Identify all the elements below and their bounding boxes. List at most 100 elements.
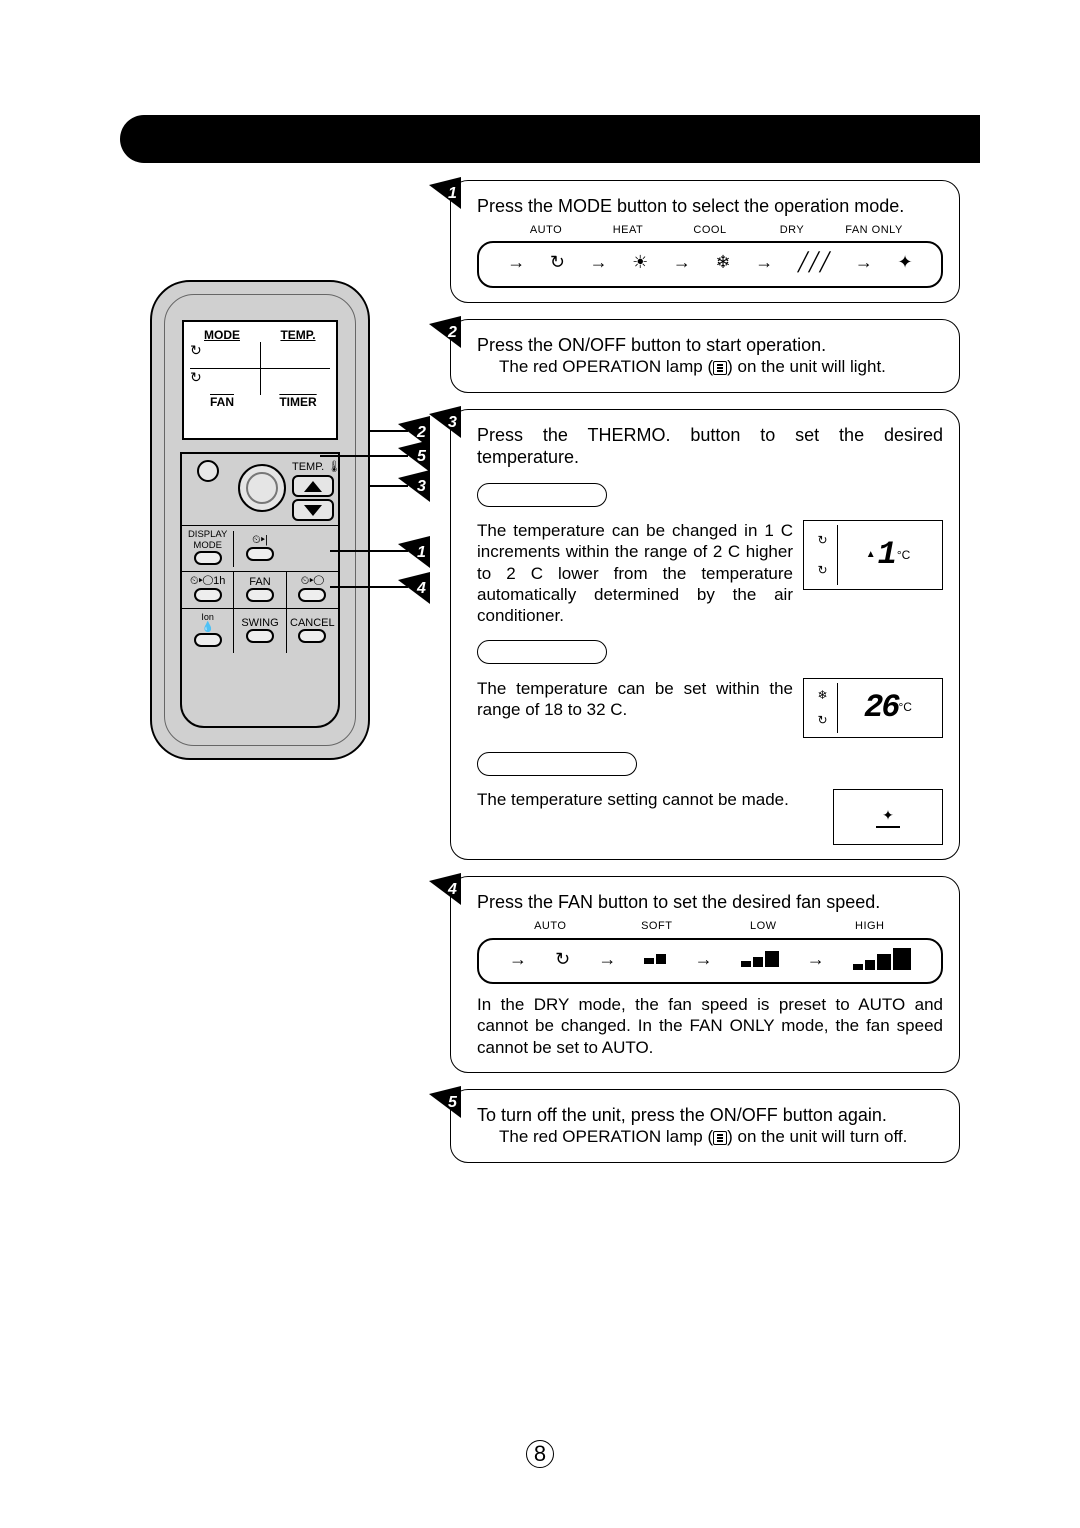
leader-line xyxy=(330,550,408,552)
swing-button[interactable] xyxy=(246,629,274,643)
cancel-button[interactable] xyxy=(298,629,326,643)
fan-button[interactable] xyxy=(246,588,274,602)
step-4-note: In the DRY mode, the fan speed is preset… xyxy=(477,994,943,1058)
mode-label-heat: HEAT xyxy=(587,224,669,238)
fan-high-icon xyxy=(853,948,911,970)
mode-label-cool: COOL xyxy=(669,224,751,238)
step-3: 3 Press the THERMO. button to set the de… xyxy=(450,409,960,861)
thermo-dial[interactable] xyxy=(238,464,286,512)
leader-line xyxy=(320,455,408,457)
ion-button[interactable] xyxy=(194,633,222,647)
auto-icon: ↻ xyxy=(555,948,570,971)
temp-arrow-label: TEMP. 🌡 xyxy=(292,460,348,473)
step-2: 2 Press the ON/OFF button to start opera… xyxy=(450,319,960,393)
step-3-text: Press the THERMO. button to set the desi… xyxy=(477,424,943,469)
step-5-text: To turn off the unit, press the ON/OFF b… xyxy=(477,1104,943,1127)
remote-button-panel: TEMP. 🌡 DISPLAY MODE ⏲▸| xyxy=(180,452,340,728)
temp-up-button[interactable] xyxy=(292,475,334,497)
heat-icon: ☀ xyxy=(632,251,648,274)
step-5-sub: The red OPERATION lamp () on the unit wi… xyxy=(477,1126,943,1147)
svg-text:2: 2 xyxy=(416,424,426,441)
dry-icon: ╱╱╱ xyxy=(798,251,831,274)
onoff-button[interactable] xyxy=(197,460,219,482)
ion-label: Ion xyxy=(182,612,233,622)
speed-label-soft: SOFT xyxy=(604,920,711,934)
cool-disp-unit: °C xyxy=(898,700,911,715)
auto-disp-unit: °C xyxy=(897,548,910,563)
timer-on-button[interactable] xyxy=(246,547,274,561)
leader-line xyxy=(330,586,408,588)
lamp-icon xyxy=(713,361,727,375)
lcd-label-temp: TEMP. xyxy=(260,328,336,342)
mode-label-fanonly: FAN ONLY xyxy=(833,224,915,238)
section-header-bar xyxy=(120,115,980,163)
svg-text:3: 3 xyxy=(417,478,426,495)
fan-icon: ✦ xyxy=(882,807,894,825)
speed-label-low: LOW xyxy=(710,920,817,934)
svg-text:5: 5 xyxy=(417,448,427,465)
svg-text:2: 2 xyxy=(447,324,457,341)
steps-column: 1 Press the MODE button to select the op… xyxy=(450,180,960,1179)
svg-text:5: 5 xyxy=(448,1094,458,1111)
display-mode-button[interactable] xyxy=(194,551,222,565)
marker-5: 5 xyxy=(429,1086,461,1118)
temp-down-button[interactable] xyxy=(292,499,334,521)
mode-label-dry: DRY xyxy=(751,224,833,238)
step-4: 4 Press the FAN button to set the desire… xyxy=(450,876,960,1073)
page-number: 8 xyxy=(0,1440,1080,1468)
svg-text:1: 1 xyxy=(448,185,457,202)
display-mode-label: DISPLAY MODE xyxy=(182,529,233,551)
lcd-label-timer: TIMER xyxy=(260,395,336,409)
one-h-label: ⏲▸◯1h xyxy=(182,575,233,588)
svg-text:4: 4 xyxy=(447,881,457,898)
fan-cycle-diagram: →↻ → → → xyxy=(477,938,943,985)
svg-text:3: 3 xyxy=(448,414,457,431)
auto-icon: ↻ xyxy=(550,251,565,274)
marker-5-side: 5 xyxy=(398,440,430,472)
cycle-icon: ↻ xyxy=(184,342,202,358)
step-1: 1 Press the MODE button to select the op… xyxy=(450,180,960,303)
step-5: 5 To turn off the unit, press the ON/OFF… xyxy=(450,1089,960,1163)
auto-display: ↻↻ ▲ 1 °C xyxy=(803,520,943,590)
coolheatdry-pill xyxy=(477,640,607,664)
timer-on-label: ⏲▸| xyxy=(234,534,285,547)
fan-soft-icon xyxy=(644,954,666,964)
step-4-text: Press the FAN button to set the desired … xyxy=(477,891,943,914)
marker-2: 2 xyxy=(429,316,461,348)
cool-display: ❄↻ 26 °C xyxy=(803,678,943,738)
fan-icon: ✦ xyxy=(897,251,912,274)
marker-1-side: 1 xyxy=(398,536,430,568)
svg-text:4: 4 xyxy=(416,580,426,597)
lamp-icon xyxy=(713,1131,727,1145)
step-2-sub: The red OPERATION lamp () on the unit wi… xyxy=(477,356,943,377)
cancel-label: CANCEL xyxy=(287,617,338,629)
auto-pill xyxy=(477,483,607,507)
timer-off-button[interactable] xyxy=(298,588,326,602)
marker-4-side: 4 xyxy=(398,572,430,604)
cycle-icon: ↻ xyxy=(184,369,202,385)
page: MODE TEMP. ↻ ↻ FAN TIMER xyxy=(0,0,1080,1528)
step-2-text: Press the ON/OFF button to start operati… xyxy=(477,334,943,357)
remote-illustration: MODE TEMP. ↻ ↻ FAN TIMER xyxy=(150,280,370,760)
marker-1: 1 xyxy=(429,177,461,209)
speed-label-auto: AUTO xyxy=(497,920,604,934)
marker-3-side: 3 xyxy=(398,470,430,502)
lcd-label-fan: FAN xyxy=(184,395,260,409)
mode-label-auto: AUTO xyxy=(505,224,587,238)
marker-3: 3 xyxy=(429,406,461,438)
swing-label: SWING xyxy=(234,617,285,629)
remote-lcd: MODE TEMP. ↻ ↻ FAN TIMER xyxy=(182,320,338,440)
svg-text:1: 1 xyxy=(417,544,426,561)
fan-btn-label: FAN xyxy=(234,576,285,588)
step-1-text: Press the MODE button to select the oper… xyxy=(477,195,943,218)
cool-disp-value: 26 xyxy=(864,688,898,728)
lcd-label-mode: MODE xyxy=(184,328,260,342)
cool-icon: ❄ xyxy=(716,251,731,274)
fan-display: ✦ xyxy=(833,789,943,845)
fan-low-icon xyxy=(741,951,779,967)
speed-label-high: HIGH xyxy=(817,920,924,934)
fanonly-pill xyxy=(477,752,637,776)
mode-cycle-diagram: →↻ →☀ →❄ →╱╱╱ →✦ xyxy=(477,241,943,288)
one-h-button[interactable] xyxy=(194,588,222,602)
marker-4: 4 xyxy=(429,873,461,905)
